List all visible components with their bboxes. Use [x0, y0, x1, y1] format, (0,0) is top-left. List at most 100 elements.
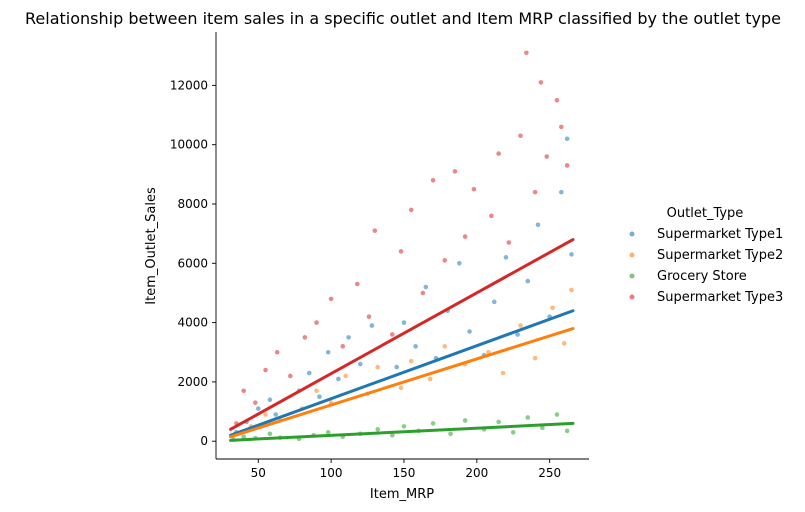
point-supermarket-type3 [564, 163, 570, 168]
point-supermarket-type1 [535, 222, 541, 228]
point-supermarket-type3 [532, 189, 538, 195]
x-tick-label: 50 [251, 466, 266, 480]
point-supermarket-type3 [302, 335, 308, 340]
legend-entry-supermarket-type3: Supermarket Type3 [629, 290, 783, 305]
point-grocery-store [375, 427, 381, 432]
point-supermarket-type1 [336, 376, 341, 382]
point-supermarket-type2 [569, 287, 574, 293]
legend-marker-supermarket-type3 [629, 294, 635, 300]
point-supermarket-type1 [491, 299, 497, 305]
y-tick-label: 6000 [177, 256, 208, 270]
point-grocery-store [325, 430, 331, 435]
legend-label-supermarket-type3: Supermarket Type3 [657, 290, 783, 305]
point-supermarket-type3 [544, 154, 550, 159]
point-supermarket-type3 [496, 151, 501, 156]
point-supermarket-type3 [538, 80, 544, 85]
y-tick-label: 4000 [177, 316, 208, 330]
chart-title: Relationship between item sales in a spe… [25, 9, 781, 28]
x-axis-label: Item_MRP [370, 487, 434, 502]
legend-marker-grocery-store [629, 273, 635, 279]
fit-line-supermarket-type1 [229, 309, 575, 437]
point-supermarket-type1 [267, 397, 273, 402]
point-supermarket-type2 [343, 373, 348, 379]
point-grocery-store [564, 428, 570, 434]
point-supermarket-type3 [398, 249, 404, 254]
x-tick-label: 150 [393, 466, 416, 480]
point-supermarket-type3 [554, 97, 560, 103]
point-supermarket-type3 [430, 177, 436, 183]
point-supermarket-type3 [559, 124, 564, 130]
point-supermarket-type3 [274, 349, 280, 355]
point-grocery-store [401, 424, 407, 429]
fit-lines-layer [229, 238, 575, 442]
point-supermarket-type3 [471, 186, 477, 192]
legend: Outlet_Type Supermarket Type1 Supermarke… [629, 206, 783, 305]
point-supermarket-type1 [423, 284, 429, 290]
point-supermarket-type2 [375, 364, 381, 370]
point-supermarket-type1 [306, 370, 312, 376]
point-supermarket-type1 [559, 189, 564, 195]
y-tick-label: 12000 [170, 78, 208, 92]
point-supermarket-type1 [317, 394, 322, 400]
point-supermarket-type3 [328, 296, 334, 302]
point-supermarket-type1 [467, 329, 472, 334]
point-supermarket-type1 [515, 332, 520, 337]
y-axis-label: Item_Outlet_Sales [144, 187, 159, 305]
legend-label-grocery-store: Grocery Store [657, 269, 747, 284]
point-grocery-store [430, 421, 436, 426]
point-grocery-store [496, 419, 501, 425]
point-supermarket-type2 [550, 305, 555, 311]
point-supermarket-type1 [255, 406, 261, 411]
point-supermarket-type1 [325, 349, 331, 355]
point-supermarket-type2 [561, 341, 567, 346]
point-grocery-store [448, 431, 453, 437]
point-supermarket-type3 [420, 290, 426, 296]
legend-entry-grocery-store: Grocery Store [629, 269, 747, 284]
point-supermarket-type1 [569, 252, 574, 257]
point-supermarket-type3 [524, 50, 529, 56]
point-supermarket-type3 [253, 400, 258, 405]
x-axis-ticks: 50 100 150 200 250 [251, 459, 561, 480]
y-tick-label: 8000 [177, 197, 208, 211]
point-grocery-store [525, 415, 531, 420]
legend-marker-supermarket-type1 [629, 231, 635, 237]
point-grocery-store [462, 418, 468, 423]
point-supermarket-type1 [369, 323, 375, 328]
x-tick-label: 100 [320, 466, 343, 480]
point-supermarket-type2 [314, 388, 319, 394]
point-grocery-store [241, 434, 246, 440]
point-supermarket-type1 [357, 361, 363, 367]
y-axis-ticks: 0 2000 4000 6000 8000 10000 12000 [170, 78, 216, 448]
point-supermarket-type1 [394, 364, 399, 370]
point-supermarket-type3 [489, 213, 494, 219]
legend-entry-supermarket-type2: Supermarket Type2 [629, 248, 783, 263]
fit-line-supermarket-type2 [229, 327, 575, 439]
point-supermarket-type1 [457, 260, 462, 266]
legend-title: Outlet_Type [667, 206, 744, 221]
fit-line-grocery-store [229, 421, 575, 442]
point-grocery-store [390, 432, 395, 438]
legend-marker-supermarket-type2 [629, 252, 635, 258]
point-supermarket-type1 [503, 255, 509, 260]
x-tick-label: 200 [465, 466, 488, 480]
point-supermarket-type3 [390, 332, 395, 337]
point-grocery-store [540, 425, 545, 431]
point-supermarket-type2 [500, 370, 506, 376]
point-supermarket-type2 [442, 344, 448, 349]
point-supermarket-type2 [532, 355, 538, 361]
point-supermarket-type3 [452, 169, 458, 174]
x-tick-label: 250 [538, 466, 561, 480]
point-grocery-store [554, 412, 560, 417]
point-supermarket-type3 [288, 373, 293, 379]
y-tick-label: 2000 [177, 375, 208, 389]
point-supermarket-type1 [525, 278, 531, 284]
y-tick-label: 0 [200, 434, 208, 448]
point-supermarket-type2 [398, 385, 404, 391]
point-supermarket-type2 [518, 323, 523, 328]
point-supermarket-type3 [518, 133, 523, 139]
point-grocery-store [510, 430, 516, 435]
point-supermarket-type3 [263, 367, 268, 373]
point-supermarket-type3 [241, 388, 246, 394]
point-supermarket-type1 [564, 136, 570, 142]
